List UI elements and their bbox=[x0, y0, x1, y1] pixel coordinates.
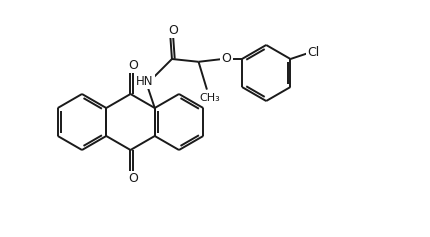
Text: CH₃: CH₃ bbox=[200, 93, 220, 103]
Text: O: O bbox=[129, 59, 138, 72]
Text: O: O bbox=[221, 51, 231, 64]
Text: Cl: Cl bbox=[307, 46, 319, 59]
Text: HN: HN bbox=[136, 75, 154, 88]
Text: O: O bbox=[129, 173, 138, 186]
Text: O: O bbox=[168, 23, 178, 36]
